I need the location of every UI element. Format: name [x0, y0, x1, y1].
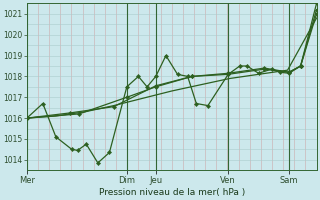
X-axis label: Pression niveau de la mer( hPa ): Pression niveau de la mer( hPa ) [99, 188, 245, 197]
